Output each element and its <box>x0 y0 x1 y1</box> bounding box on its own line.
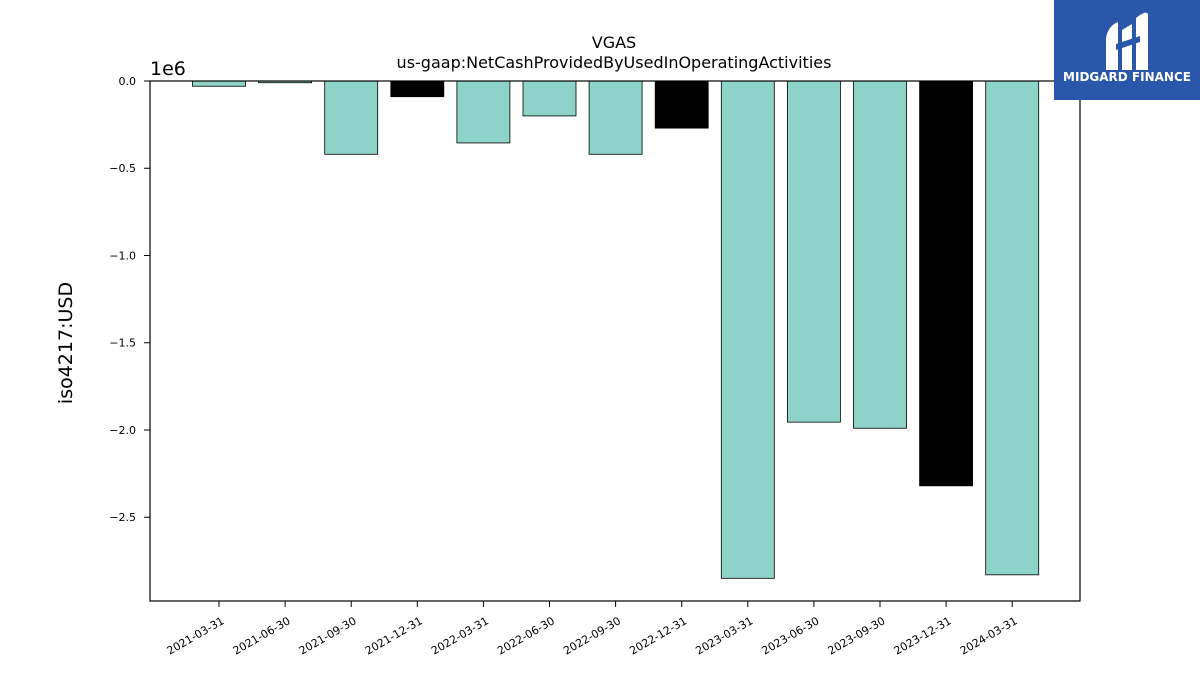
bar-2021-03-31 <box>192 80 246 87</box>
brand-name: MIDGARD FINANCE <box>1063 70 1191 84</box>
x-tick-label: 2022-12-31 <box>627 614 689 657</box>
bar-2023-12-31 <box>919 80 973 487</box>
x-tick-label: 2023-09-30 <box>826 614 888 657</box>
bar-2022-09-30 <box>588 80 643 155</box>
y-tick-label: −0.5 <box>109 162 136 175</box>
y-offset-label: 1e6 <box>150 58 186 80</box>
x-tick-label: 2023-06-30 <box>760 614 822 657</box>
bar-2023-06-30 <box>787 80 841 423</box>
bar-2022-03-31 <box>456 80 511 144</box>
bars <box>192 80 1040 579</box>
x-tick-label: 2023-12-31 <box>892 614 954 657</box>
x-tick-label: 2021-03-31 <box>165 614 227 657</box>
y-axis: 0.0 −0.5 −1.0 −1.5 −2.0 −2.5 <box>109 75 150 524</box>
x-axis: 2021-03-31 2021-06-30 2021-09-30 2021-12-31… <box>165 601 1020 658</box>
y-tick-label: −2.5 <box>109 511 136 524</box>
chart-subtitle: us-gaap:NetCashProvidedByUsedInOperating… <box>397 53 832 72</box>
x-tick-label: 2024-03-31 <box>958 614 1020 657</box>
bar-2021-09-30 <box>324 80 379 155</box>
x-tick-label: 2021-06-30 <box>231 614 293 657</box>
y-tick-label: −1.0 <box>109 249 136 262</box>
y-tick-label: 0.0 <box>119 75 137 88</box>
logo-mark-icon <box>1106 12 1148 71</box>
y-tick-label: −1.5 <box>109 337 136 350</box>
bar-2024-03-31 <box>985 80 1040 576</box>
plot-frame <box>149 80 1081 602</box>
x-tick-label: 2021-12-31 <box>363 614 425 657</box>
x-tick-label: 2022-06-30 <box>495 614 557 657</box>
x-tick-label: 2023-03-31 <box>693 614 755 657</box>
y-tick-label: −2.0 <box>109 424 136 437</box>
x-tick-label: 2022-03-31 <box>429 614 491 657</box>
bar-2022-12-31 <box>654 80 709 129</box>
x-tick-label: 2021-09-30 <box>297 614 359 657</box>
x-tick-label: 2022-09-30 <box>561 614 623 657</box>
bar-2023-09-30 <box>853 80 907 429</box>
brand-logo: MIDGARD FINANCE <box>1054 0 1200 100</box>
bar-2021-12-31 <box>390 80 445 98</box>
bar-2023-03-31 <box>720 80 775 579</box>
chart-title: VGAS <box>592 33 636 52</box>
bar-2022-06-30 <box>522 80 577 117</box>
y-axis-label: iso4217:USD <box>55 282 77 404</box>
